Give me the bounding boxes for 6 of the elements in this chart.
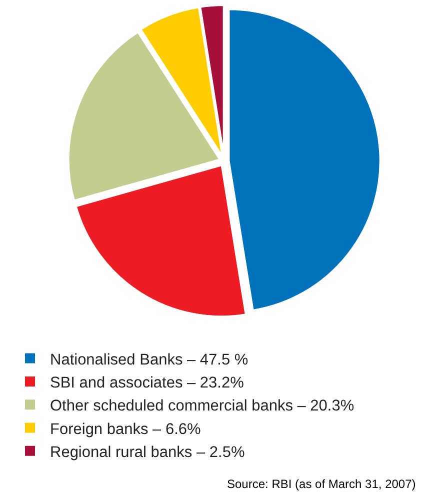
legend-label: Nationalised Banks – 47.5 % — [50, 351, 248, 368]
legend-label: SBI and associates – 23.2% — [50, 374, 244, 392]
source-note: Source: RBI (as of March 31, 2007) — [227, 477, 416, 491]
legend-label: Regional rural banks – 2.5% — [50, 444, 245, 461]
legend-label: Foreign banks – 6.6% — [50, 420, 201, 438]
legend-label: Other scheduled commercial banks – 20.3% — [50, 398, 354, 415]
